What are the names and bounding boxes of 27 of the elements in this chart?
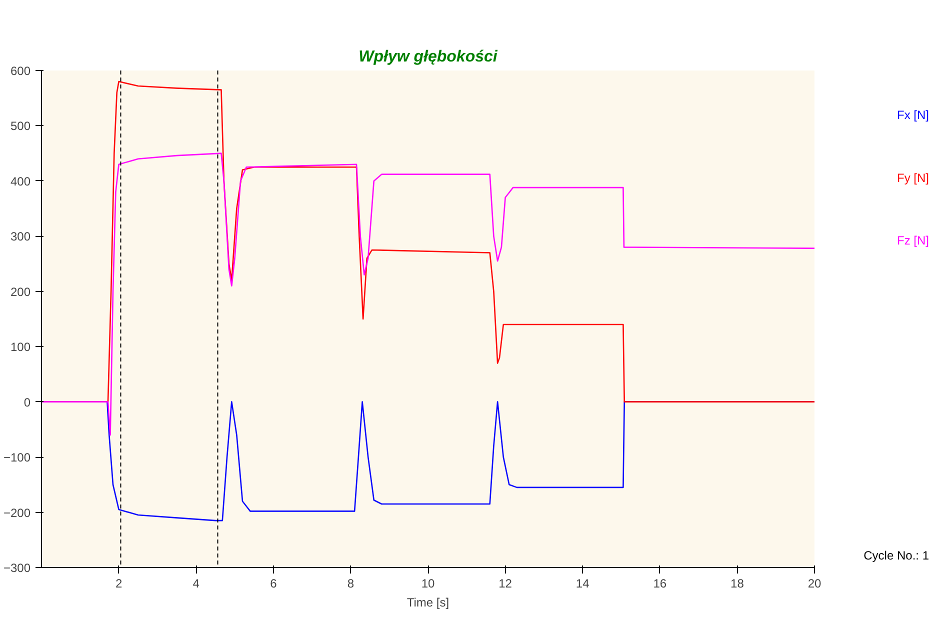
x-tick-label: 18 xyxy=(730,576,744,590)
y-tick-label: 600 xyxy=(10,64,31,78)
x-tick-label: 16 xyxy=(653,576,667,590)
y-tick-label: 500 xyxy=(10,119,31,134)
text: Cycle No.: 1 xyxy=(864,548,930,563)
x-tick-label: 20 xyxy=(808,576,822,590)
x-tick-label: 4 xyxy=(192,576,200,590)
x-axis-title: Time [s] xyxy=(406,596,450,610)
x-tick-label: 14 xyxy=(576,576,590,590)
y-tick-label: −300 xyxy=(3,561,31,575)
x-tick-label: 6 xyxy=(270,576,278,590)
x-tick-label: 2 xyxy=(115,576,122,590)
y-tick-label: 200 xyxy=(10,284,31,299)
text: Fz [N] xyxy=(897,233,929,248)
y-tick-label: 0 xyxy=(24,395,31,410)
text: Fx [N] xyxy=(897,108,929,122)
chart-title: Wpływ głębokości xyxy=(358,48,498,66)
y-tick-label: −200 xyxy=(3,506,31,520)
x-tick-label: 10 xyxy=(421,576,435,590)
x-tick-label: 12 xyxy=(498,576,512,590)
y-tick-label: 400 xyxy=(10,174,31,188)
x-tick-label: 8 xyxy=(347,576,354,590)
y-tick-label: 300 xyxy=(10,230,31,244)
y-tick-label: −100 xyxy=(3,450,31,465)
y-tick-label: 100 xyxy=(10,340,31,354)
line-series xyxy=(42,152,814,436)
text: Fy [N] xyxy=(897,170,929,185)
